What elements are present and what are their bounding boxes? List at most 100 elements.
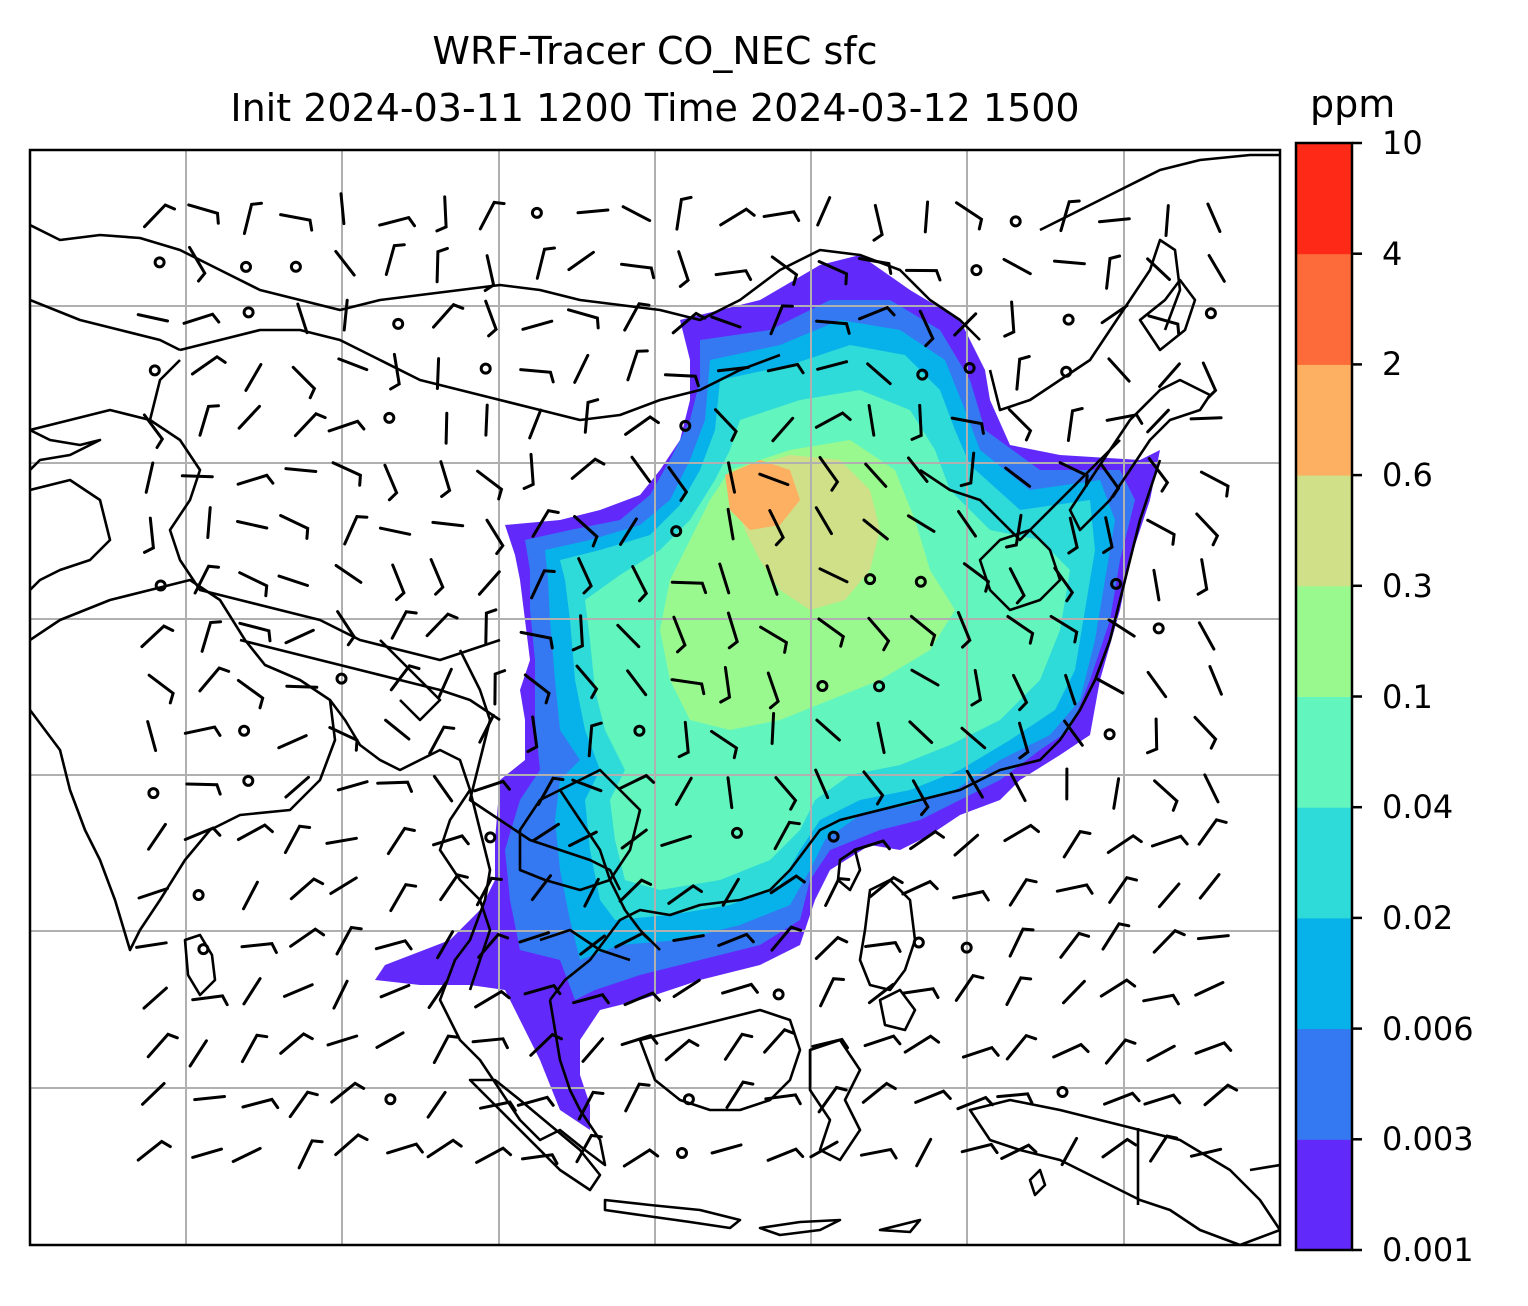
wind-barb <box>531 822 560 843</box>
wind-barb <box>284 775 310 799</box>
wind-barb <box>955 201 984 231</box>
wind-barb <box>858 305 896 321</box>
wind-barb <box>1018 721 1030 760</box>
wind-barb <box>626 349 649 382</box>
wind-barb <box>483 254 496 292</box>
wind-barb <box>721 982 759 995</box>
wind-barb <box>436 930 455 960</box>
calm-wind-marker <box>383 411 396 424</box>
wind-barb <box>571 614 584 652</box>
wind-barb <box>236 823 274 841</box>
wind-barb <box>291 365 317 400</box>
wind-barb <box>726 507 735 541</box>
calm-wind-marker <box>384 1093 397 1106</box>
wind-barb <box>326 1034 359 1047</box>
wind-barb <box>521 1153 559 1165</box>
calm-wind-marker <box>914 575 927 588</box>
wind-barb <box>766 362 805 375</box>
wind-barb <box>819 977 845 1008</box>
wind-barb <box>136 1139 172 1162</box>
wind-barb <box>619 517 638 546</box>
wind-barb <box>954 973 985 1002</box>
wind-barb <box>289 877 325 901</box>
wind-barb <box>909 829 945 851</box>
wind-barb <box>437 667 453 699</box>
wind-barb <box>236 473 275 486</box>
wind-barb <box>337 357 369 372</box>
calm-wind-marker <box>1152 622 1165 635</box>
colorbar-swatch <box>1296 1139 1352 1251</box>
wind-barb <box>864 940 902 953</box>
wind-barb <box>376 780 413 793</box>
wind-barb <box>1157 882 1181 909</box>
wind-barb <box>864 462 888 488</box>
wind-barb <box>674 776 693 806</box>
wind-barb <box>911 779 930 817</box>
wind-barb <box>432 302 465 329</box>
wind-barb <box>567 250 595 272</box>
wind-barb <box>1150 834 1189 848</box>
colorbar-swatch <box>1296 1028 1352 1140</box>
wind-barb <box>283 824 312 855</box>
wind-barb <box>581 1037 605 1063</box>
wind-barb <box>1002 257 1032 276</box>
wind-barb <box>1007 408 1033 442</box>
wind-barb <box>863 1034 902 1048</box>
calm-wind-marker <box>530 206 543 219</box>
wind-barb <box>672 934 705 942</box>
wind-barb <box>439 460 452 498</box>
wind-barb <box>909 614 937 647</box>
wind-barb <box>296 302 309 335</box>
wind-barb <box>147 673 175 705</box>
wind-barb <box>1098 217 1131 224</box>
calm-wind-marker <box>147 787 160 800</box>
wind-barb <box>240 1033 269 1064</box>
wind-barb <box>763 1028 796 1054</box>
wind-barb <box>519 368 555 384</box>
wind-barb <box>818 567 849 584</box>
colorbar-tick-label: 10 <box>1382 124 1423 162</box>
wind-barb <box>664 1038 700 1062</box>
wind-barb <box>1193 715 1218 750</box>
border-nepal-bhutan <box>379 639 442 722</box>
wind-barb <box>191 994 229 1007</box>
wind-barb <box>432 774 454 803</box>
wind-barb <box>435 195 448 233</box>
wind-barb <box>180 474 214 479</box>
wind-barb <box>577 1090 605 1121</box>
wind-barb <box>1112 777 1121 810</box>
wind-barb <box>1147 457 1170 493</box>
calm-wind-marker <box>154 579 167 592</box>
wind-barb <box>677 720 690 759</box>
wind-barb <box>1153 779 1179 812</box>
wind-barb <box>1058 461 1089 488</box>
wind-barb <box>717 932 755 947</box>
wind-barb <box>182 312 221 325</box>
wind-barb <box>718 562 731 595</box>
wind-barb <box>1003 823 1040 843</box>
wind-barb <box>905 268 942 282</box>
wind-barb <box>1143 1093 1182 1106</box>
wind-barb <box>329 876 358 895</box>
wind-barb <box>198 404 220 437</box>
wind-barb <box>1194 981 1225 997</box>
coastline-india <box>30 578 337 952</box>
wind-barb <box>521 319 554 331</box>
wind-barb <box>624 1082 651 1113</box>
wind-barb <box>853 839 891 852</box>
wind-barb <box>244 363 263 392</box>
wind-barb <box>386 1142 424 1155</box>
wind-barb <box>1142 993 1180 1006</box>
wind-barb <box>769 874 806 895</box>
wind-barb <box>277 574 309 587</box>
wind-barb <box>571 778 603 793</box>
wind-barb <box>817 260 849 286</box>
calm-wind-marker <box>242 774 255 787</box>
wind-barb <box>241 1097 280 1110</box>
wind-barb <box>764 1093 802 1106</box>
wind-barb <box>531 509 560 538</box>
wind-barb <box>1006 615 1035 645</box>
wind-barb <box>759 625 789 654</box>
wind-barb <box>425 612 459 638</box>
field-level-8 <box>725 460 800 530</box>
